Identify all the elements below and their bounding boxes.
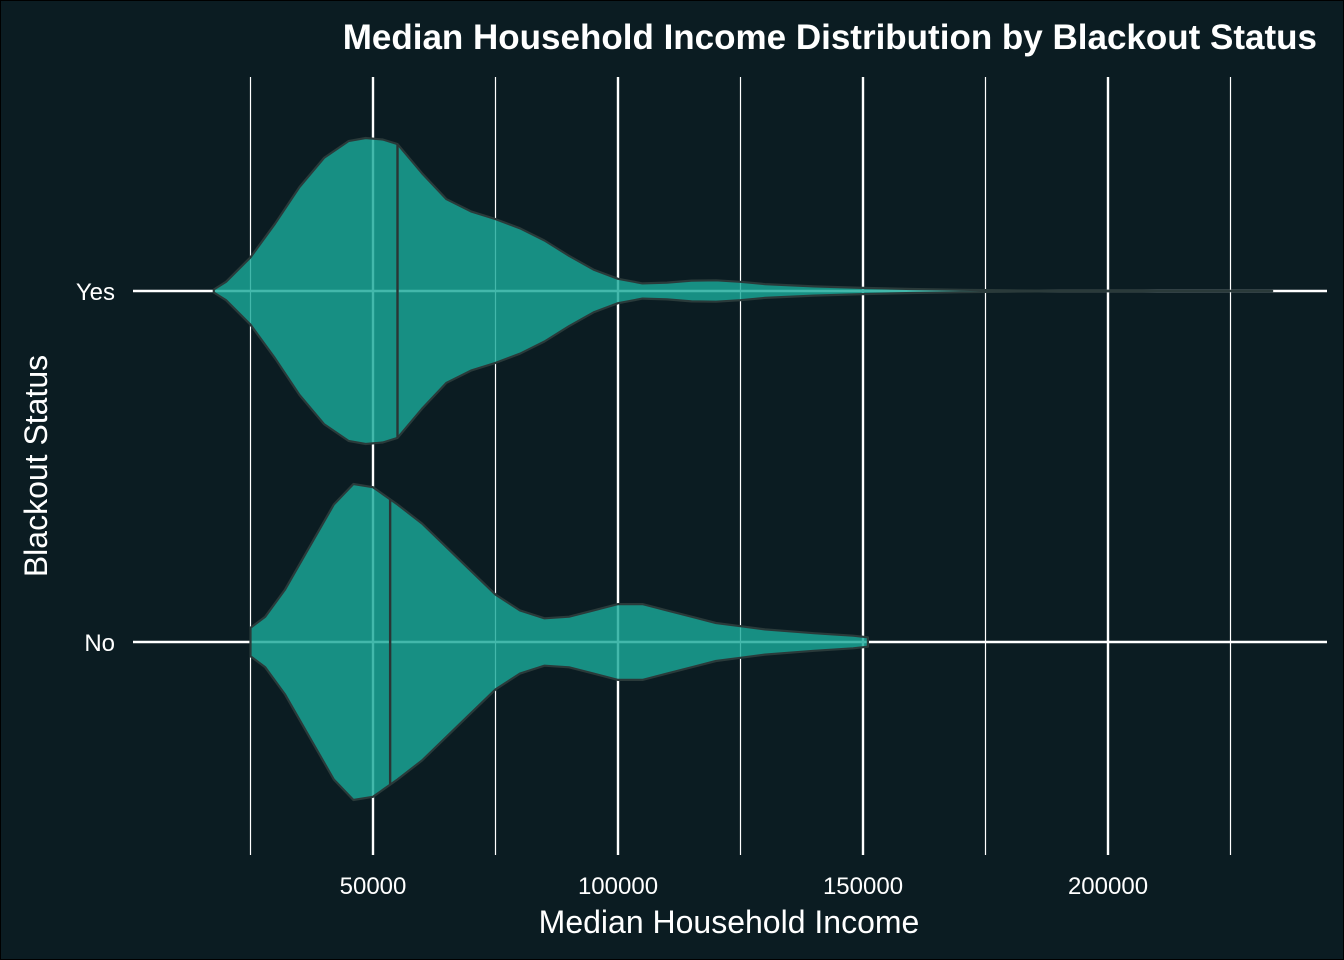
x-tick-label: 50000 [340,873,407,900]
chart-title: Median Household Income Distribution by … [343,18,1317,57]
violin-no [249,482,869,802]
x-tick-label: 150000 [823,873,903,900]
y-axis-title: Blackout Status [18,355,54,577]
tick-label-layer: 50000 100000 150000 200000 Yes No [76,279,1148,900]
x-axis-title: Median Household Income [539,904,920,940]
y-tick-label: Yes [76,279,115,306]
violin-yes [212,136,1274,446]
x-tick-label: 200000 [1068,873,1148,900]
y-tick-label: No [84,630,115,657]
x-tick-label: 100000 [578,873,658,900]
violin-layer [212,136,1274,802]
